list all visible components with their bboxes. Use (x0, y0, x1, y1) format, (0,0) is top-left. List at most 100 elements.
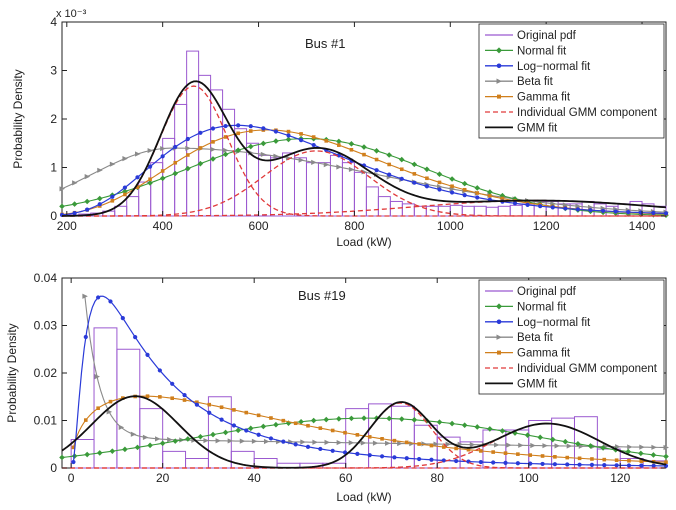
legend-label-beta: Beta fit (517, 76, 554, 88)
gamma-fit-curve-marker (330, 428, 335, 433)
gamma-fit-curve-marker (349, 147, 354, 152)
lognormal-fit-curve-marker (355, 451, 360, 456)
lognormal-fit-curve-marker (525, 202, 530, 207)
gamma-fit-curve-marker (71, 445, 76, 450)
normal-fit-curve-marker (109, 448, 116, 454)
lognormal-fit-curve-marker (651, 463, 656, 468)
gmm-fit-curve (61, 395, 667, 469)
normal-fit-curve-marker (587, 443, 594, 449)
beta-fit-curve-marker (97, 167, 103, 173)
normal-fit-curve-marker (398, 416, 405, 422)
legend-marker (497, 94, 501, 99)
gamma-fit-curve-marker (269, 416, 273, 420)
normal-fit-curve-marker (260, 423, 267, 430)
legend-label-gamma: Gamma fit (517, 92, 571, 104)
normal-fit-curve-marker (247, 425, 254, 432)
beta-fit-curve-marker (518, 442, 524, 448)
lognormal-fit-curve-marker (367, 453, 372, 458)
gamma-fit-curve-marker (173, 160, 178, 165)
beta-fit-curve-marker (360, 440, 367, 446)
y-tick-label: 0.03 (34, 319, 58, 333)
normal-fit-curve-marker (549, 436, 556, 443)
beta-fit-curve-marker (336, 164, 342, 170)
beta-fit-curve-marker (118, 424, 125, 430)
lognormal-fit-curve-marker (110, 194, 115, 199)
lognormal-fit-curve-marker (330, 448, 335, 453)
normal-fit-curve-marker (147, 180, 153, 186)
bus-19-axes: 0 20 40 60 80 100 120 0 0.01 0.02 0.03 0.04 (34, 271, 666, 485)
legend-marker (496, 303, 502, 310)
normal-fit-curve-marker (122, 188, 128, 195)
legend-label-gamma: Gamma fit (517, 348, 571, 360)
normal-fit-curve-marker (373, 147, 380, 154)
lognormal-fit-curve-marker (588, 208, 593, 213)
x-tick-label: 1000 (437, 219, 464, 233)
beta-fit-curve-marker (84, 174, 91, 180)
beta-fit-curve-marker (578, 443, 585, 449)
normal-fit-curve-marker (474, 424, 481, 430)
lognormal-fit-curve-marker (392, 455, 397, 460)
lognormal-fit-curve-marker (97, 202, 102, 207)
lognormal-fit-curve-marker (120, 316, 125, 321)
bus-19-title: Bus #19 (298, 288, 346, 303)
normal-fit-curve-marker (172, 170, 179, 177)
gamma-fit-curve-marker (500, 196, 505, 201)
gamma-fit-curve-marker (311, 135, 316, 139)
lognormal-fit-curve-marker (194, 402, 199, 407)
beta-fit-curve-marker (260, 151, 267, 158)
gamma-fit-curve-marker (553, 455, 557, 459)
lognormal-fit-curve-marker (577, 462, 582, 467)
gamma-fit-curve-marker (404, 440, 409, 445)
gamma-fit-curve-marker (387, 162, 391, 167)
gamma-fit-curve-marker (528, 453, 533, 457)
normal-fit-curve-marker (96, 450, 103, 456)
beta-fit-curve-marker (227, 438, 234, 444)
normal-fit-curve-marker (235, 427, 241, 434)
lognormal-fit-curve-marker (256, 432, 261, 437)
gamma-fit-curve-marker (198, 146, 203, 150)
histogram-bar (207, 396, 232, 469)
y-tick-label: 0.04 (34, 271, 58, 285)
lognormal-fit-curve-marker (85, 207, 90, 212)
gamma-fit-curve-marker (429, 443, 434, 448)
lognormal-fit-curve-marker (449, 190, 455, 195)
beta-fit-curve-marker (663, 444, 669, 451)
normal-fit-curve-marker (310, 417, 317, 424)
gamma-fit-curve-marker (488, 194, 492, 198)
normal-fit-curve-marker (449, 420, 455, 427)
lognormal-fit-curve-marker (236, 123, 241, 128)
normal-fit-curve-marker (663, 453, 669, 460)
normal-fit-curve-marker (247, 143, 254, 150)
gamma-fit-curve-marker (627, 458, 631, 463)
normal-fit-curve-marker (84, 198, 90, 205)
lognormal-fit-curve-marker (639, 463, 644, 468)
lognormal-fit-curve-marker (133, 335, 138, 340)
beta-fit-curve-marker (130, 431, 137, 437)
bus-1-panel: 200 400 600 800 1000 1200 1400 0 1 2 3 4 Bus #1 Loa… (11, 8, 669, 249)
beta-fit-curve-marker (223, 147, 229, 153)
lognormal-fit-curve-marker (210, 126, 216, 131)
x-tick-label: 80 (431, 471, 445, 485)
gamma-fit-curve-marker (318, 426, 323, 430)
gamma-fit-curve-marker (148, 177, 152, 182)
normal-fit-curve-marker (461, 422, 468, 428)
beta-fit-curve-marker (82, 293, 88, 299)
bus-1-xlabel: Load (kW) (336, 235, 391, 249)
normal-fit-curve-marker (512, 430, 518, 436)
normal-fit-curve-marker (411, 161, 418, 168)
lognormal-fit-curve-marker (147, 164, 153, 169)
x-tick-label: 120 (610, 471, 630, 485)
legend-marker (496, 78, 502, 84)
beta-fit-curve-marker (494, 442, 500, 448)
y-tick-label: 0 (50, 209, 57, 223)
lognormal-fit-curve-marker (207, 410, 212, 415)
legend-label-component: Individual GMM component (517, 107, 658, 119)
legend-label-normal: Normal fit (517, 45, 567, 57)
lognormal-fit-curve-marker (293, 442, 298, 447)
normal-fit-curve-marker (96, 195, 103, 202)
lognormal-fit-curve-marker (387, 172, 392, 177)
lognormal-fit-curve-marker (286, 133, 291, 138)
beta-fit-curve-marker (160, 145, 166, 152)
beta-fit-curve-marker (397, 440, 403, 447)
x-tick-label: 600 (249, 219, 269, 233)
